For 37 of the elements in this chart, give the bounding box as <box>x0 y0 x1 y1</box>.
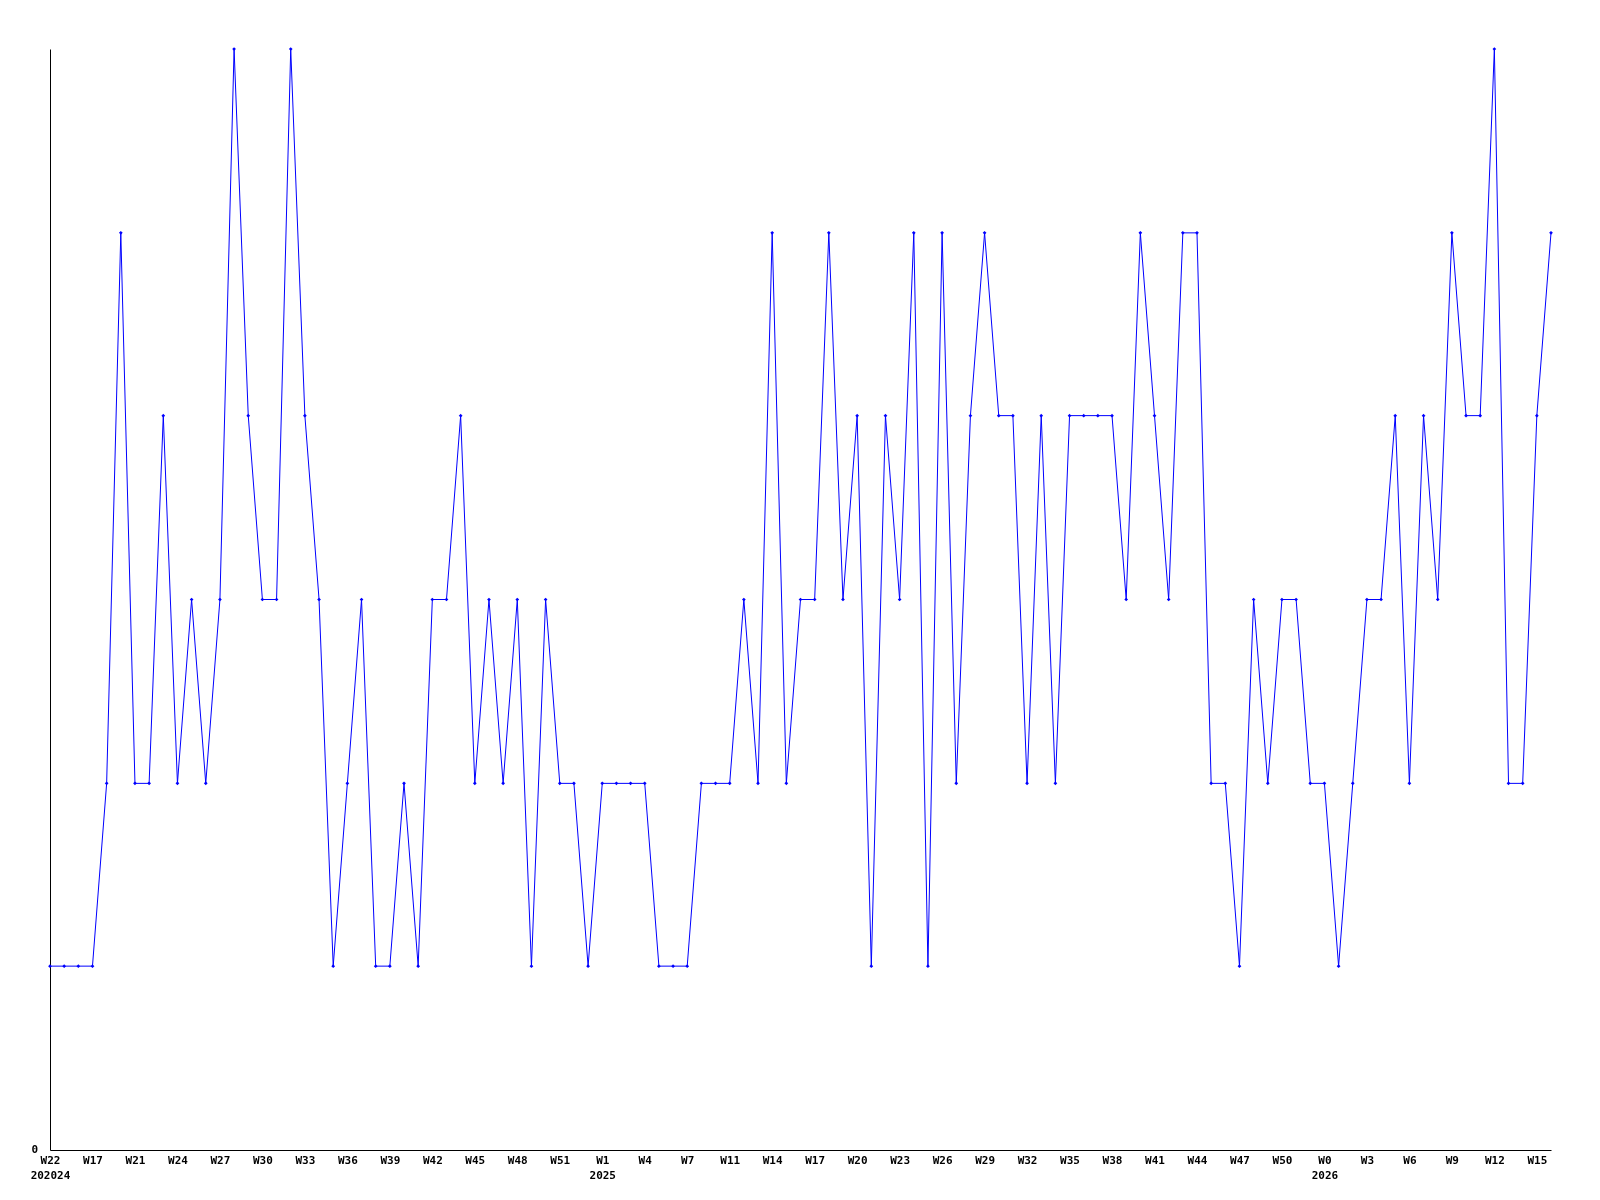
x-tick-label: W3 <box>1360 1153 1375 1167</box>
x-tick-label: W14 <box>762 1153 783 1167</box>
x-tick-label: W15 <box>1527 1153 1548 1167</box>
x-tick-label: W7 <box>681 1153 695 1167</box>
x-tick-label: W12 <box>1484 1153 1505 1167</box>
x-tick-label: W47 <box>1230 1153 1250 1167</box>
x-tick-label: W45 <box>465 1153 486 1167</box>
x-tick-label: W24 <box>168 1153 189 1167</box>
x-tick-label: W33 <box>295 1153 316 1167</box>
x-tick-label: W48 <box>507 1153 528 1167</box>
x-tick-label: W44 <box>1187 1153 1208 1167</box>
x-tick-label: W0 2026 <box>1311 1153 1339 1182</box>
x-tick-label: W38 <box>1102 1153 1123 1167</box>
x-tick-label: W6 <box>1403 1153 1417 1167</box>
x-tick-label: W29 <box>975 1153 996 1167</box>
x-tick-label: W30 <box>252 1153 273 1167</box>
x-tick-label: W17 <box>805 1153 826 1167</box>
x-tick-label: W22 202024 <box>30 1153 71 1182</box>
x-tick-label: W35 <box>1060 1153 1080 1167</box>
x-tick-label: W42 <box>422 1153 443 1167</box>
text: 0 <box>31 1143 38 1156</box>
x-tick-label: W23 <box>890 1153 911 1167</box>
x-tick-label: W21 <box>125 1153 146 1167</box>
x-tick-label: W26 <box>932 1153 953 1167</box>
x-tick-label: W50 <box>1272 1153 1293 1167</box>
x-tick-label: W4 <box>638 1153 653 1167</box>
x-tick-label: W39 <box>380 1153 401 1167</box>
x-tick-label: W32 <box>1017 1153 1038 1167</box>
x-tick-label: W27 <box>210 1153 231 1167</box>
x-tick-label: W9 <box>1445 1153 1459 1167</box>
x-tick-label: W17 <box>83 1153 103 1167</box>
x-tick-label: W1 2025 <box>589 1153 616 1182</box>
x-tick-label: W11 <box>720 1153 741 1167</box>
x-tick-label: W51 <box>550 1153 571 1167</box>
x-tick-label: W36 <box>337 1153 359 1167</box>
x-tick-label: W41 <box>1145 1153 1166 1167</box>
x-tick-label: W20 <box>847 1153 868 1167</box>
